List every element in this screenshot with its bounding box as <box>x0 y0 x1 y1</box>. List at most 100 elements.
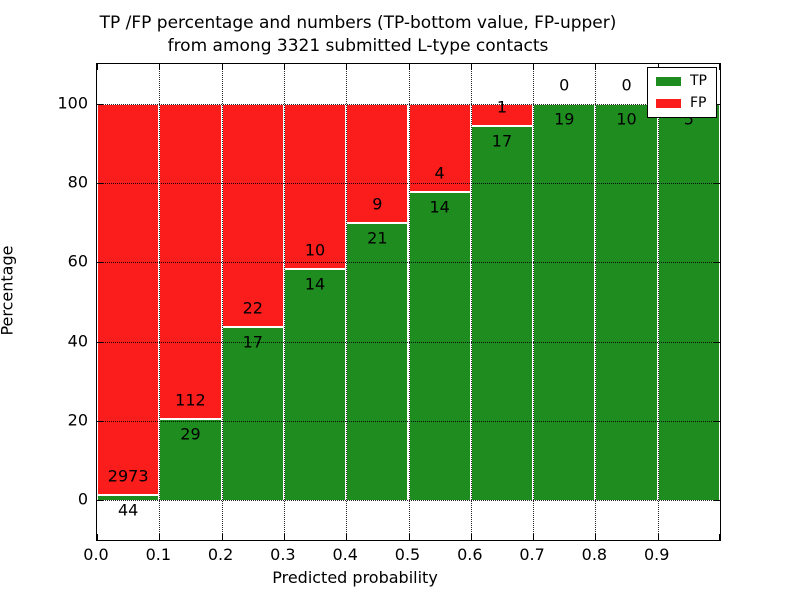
y-tick-mark <box>714 421 720 422</box>
y-tick-label: 20 <box>67 410 88 430</box>
x-tick-mark <box>221 534 223 540</box>
x-tick-label: 0.5 <box>394 545 421 564</box>
x-tick-mark <box>657 534 659 540</box>
x-tick-mark <box>595 534 597 540</box>
x-tick-mark <box>221 64 223 70</box>
tp-count-label: 10 <box>616 109 637 129</box>
x-tick-mark <box>595 64 597 70</box>
x-tick-mark <box>97 534 98 540</box>
y-tick-label: 100 <box>57 93 88 113</box>
fp-count-label: 10 <box>304 240 326 260</box>
bar-segment-tp <box>657 103 720 501</box>
chart-title-line2: from among 3321 submitted L-type contact… <box>167 36 549 56</box>
chart-title-line1: TP /FP percentage and numbers (TP-bottom… <box>99 13 617 33</box>
y-tick-label: 80 <box>67 172 88 192</box>
tp-count-label: 19 <box>554 109 575 129</box>
fp-count-label: 112 <box>175 390 206 410</box>
fp-count-label: 9 <box>372 194 383 214</box>
y-axis-label: Percentage <box>0 245 17 336</box>
y-tick-mark <box>714 500 720 502</box>
tp-color-swatch <box>656 77 681 86</box>
vertical-gridline <box>470 64 472 540</box>
vertical-gridline <box>408 64 410 540</box>
vertical-gridline <box>657 64 659 540</box>
y-tick-label: 60 <box>67 251 88 271</box>
x-tick-mark <box>470 64 472 70</box>
vertical-gridline <box>159 64 161 540</box>
fp-count-label: 0 <box>559 75 570 95</box>
bar-segment-fp <box>283 103 347 269</box>
x-tick-label: 0.7 <box>519 545 545 564</box>
y-tick-mark <box>714 183 720 184</box>
plot-area: 297344112292217101492141411701901005 <box>96 63 721 541</box>
horizontal-gridline <box>97 500 720 502</box>
legend: TP FP <box>647 67 717 118</box>
vertical-gridline <box>346 64 348 540</box>
x-tick-label: 0.2 <box>207 545 234 564</box>
y-tick-mark <box>97 421 103 422</box>
bar-segment-fp <box>97 103 160 495</box>
horizontal-gridline <box>97 421 720 422</box>
bar-segment-tp <box>470 125 534 501</box>
y-tick-mark <box>97 500 103 502</box>
x-tick-mark <box>283 534 285 540</box>
bar-segment-fp <box>159 103 222 419</box>
tp-count-label: 17 <box>242 332 263 352</box>
fp-count-label: 2973 <box>107 466 149 486</box>
x-tick-label: 0.1 <box>145 545 172 564</box>
y-tick-mark <box>714 262 720 264</box>
x-tick-mark <box>159 534 161 540</box>
horizontal-gridline <box>97 341 720 343</box>
x-tick-mark <box>470 534 472 540</box>
x-tick-mark <box>159 64 161 70</box>
x-tick-mark <box>283 64 285 70</box>
x-tick-mark <box>408 64 410 70</box>
x-tick-label: 0.4 <box>332 545 358 564</box>
y-tick-mark <box>714 103 720 105</box>
vertical-gridline <box>221 64 223 540</box>
vertical-gridline <box>595 64 597 540</box>
bar-segment-tp <box>346 222 409 501</box>
bar-segment-tp <box>408 191 471 501</box>
bar-segment-tp <box>533 103 596 501</box>
x-tick-mark <box>719 64 720 70</box>
bar-segment-fp <box>221 103 284 328</box>
tp-count-label: 14 <box>429 197 450 217</box>
fp-count-label: 0 <box>621 75 632 95</box>
y-tick-mark <box>97 183 103 184</box>
x-tick-label: 0.6 <box>457 545 483 564</box>
tp-count-label: 21 <box>367 228 388 248</box>
y-tick-mark <box>97 103 103 105</box>
bar-segment-tp <box>221 327 284 501</box>
fp-color-swatch <box>656 99 681 108</box>
tp-count-label: 5 <box>683 109 694 129</box>
vertical-gridline <box>533 64 535 540</box>
x-tick-mark <box>346 64 348 70</box>
x-tick-mark <box>533 534 535 540</box>
y-tick-label: 0 <box>77 489 88 509</box>
y-tick-label: 40 <box>67 331 88 351</box>
legend-item-tp: TP <box>656 74 707 89</box>
y-tick-mark <box>97 341 103 343</box>
tp-count-label: 29 <box>180 424 201 444</box>
x-axis-label: Predicted probability <box>272 568 438 587</box>
x-tick-mark <box>408 534 410 540</box>
y-tick-mark <box>97 262 103 264</box>
x-tick-label: 0.0 <box>83 545 109 564</box>
tp-count-label: 17 <box>491 131 513 151</box>
x-tick-label: 0.9 <box>643 545 670 564</box>
fp-count-label: 1 <box>496 97 508 117</box>
tp-count-label: 14 <box>304 274 326 294</box>
legend-label-tp: TP <box>690 73 707 89</box>
fp-count-label: 22 <box>242 298 263 318</box>
horizontal-gridline <box>97 183 720 184</box>
x-tick-mark <box>346 534 348 540</box>
legend-label-fp: FP <box>690 95 707 111</box>
x-tick-mark <box>719 534 720 540</box>
bar-segment-tp <box>97 494 160 501</box>
bar-segment-tp <box>283 268 347 501</box>
y-tick-mark <box>714 341 720 343</box>
tp-count-label: 44 <box>117 500 139 520</box>
bar-segment-tp <box>595 103 658 501</box>
